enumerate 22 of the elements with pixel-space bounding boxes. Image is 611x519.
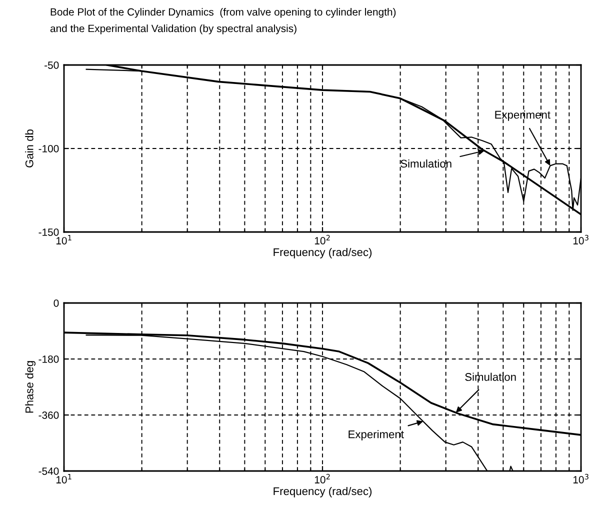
text: Experiment bbox=[495, 110, 550, 121]
y-tick-label: -540 bbox=[38, 468, 59, 475]
x-axis-title: Frequency (rad/sec) bbox=[274, 248, 372, 258]
x-tick-label: 10$^{2}$ bbox=[314, 474, 330, 484]
x-axis-title: Frequency (rad/sec) bbox=[274, 486, 372, 498]
y-axis-title: Gain db bbox=[25, 130, 34, 168]
text: Simulation bbox=[465, 372, 516, 381]
y-tick-label: -50 bbox=[44, 62, 59, 69]
y-axis-title: Phase deg bbox=[25, 361, 36, 413]
chart-title: Bode Plot of the Cylinder Dynamics (from valve opening to cylinder length) and the Experimental Validation (by spectral analysis) bbox=[50, 8, 396, 34]
series-label: Experiment bbox=[348, 430, 404, 440]
x-tick-label: 10$^{2}$ bbox=[314, 234, 330, 244]
x-tick-label: 10$^{1}$ bbox=[56, 474, 72, 484]
x-tick-label: 10$^{3}$ bbox=[573, 474, 588, 484]
x-tick-label: 10$^{1}$ bbox=[56, 235, 72, 244]
text: Simulation bbox=[400, 159, 452, 168]
x-tick-label: 10$^{3}$ bbox=[573, 234, 588, 244]
y-tick-label: -150 bbox=[38, 228, 59, 236]
y-tick-label: -100 bbox=[38, 145, 59, 152]
y-tick-label: 0 bbox=[54, 300, 59, 307]
y-tick-label: -180 bbox=[38, 356, 59, 363]
y-tick-label: -360 bbox=[38, 412, 59, 419]
